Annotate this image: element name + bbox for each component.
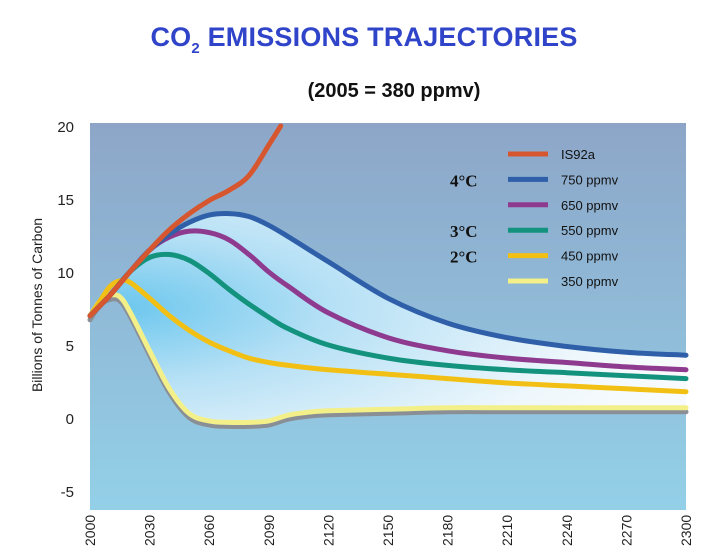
y-tick-label: 20 (57, 119, 74, 136)
series-line-350-ppmv (87, 292, 689, 426)
y-tick-label: 15 (57, 192, 74, 209)
y-tick-label: 10 (57, 265, 74, 282)
y-axis-label: Billions of Tonnes of Carbon (29, 218, 45, 392)
temperature-label: 4°C (450, 171, 478, 190)
x-tick-label: 2000 (82, 515, 98, 546)
legend-label: 450 ppmv (561, 249, 619, 264)
legend-label: 750 ppmv (561, 172, 619, 187)
y-tick-label: -5 (61, 484, 74, 501)
x-tick-label: 2090 (261, 515, 277, 546)
series-line-is92a (87, 123, 284, 319)
title-subscript: 2 (191, 40, 200, 57)
temperature-label: 2°C (450, 248, 478, 267)
x-tick-label: 2300 (678, 515, 694, 546)
chart-title: CO2 EMISSIONS TRAJECTORIES (0, 22, 728, 57)
legend-label: IS92a (561, 147, 596, 162)
legend-label: 350 ppmv (561, 274, 619, 289)
title-main: CO (150, 22, 192, 52)
y-tick-label: 0 (66, 411, 74, 428)
x-tick-label: 2030 (142, 515, 158, 546)
x-tick-label: 2060 (201, 515, 217, 546)
x-tick-label: 2240 (559, 515, 575, 546)
x-tick-label: 2270 (618, 515, 634, 546)
temperature-label: 3°C (450, 222, 478, 241)
legend-label: 650 ppmv (561, 198, 619, 213)
x-tick-label: 2180 (440, 515, 456, 546)
y-tick-label: 5 (66, 338, 74, 355)
title-rest: EMISSIONS TRAJECTORIES (199, 22, 578, 52)
x-tick-label: 2210 (499, 515, 515, 546)
x-tick-label: 2150 (380, 515, 396, 546)
series-line-550-ppmv (87, 251, 689, 382)
legend-label: 550 ppmv (561, 223, 619, 238)
x-tick-label: 2120 (320, 515, 336, 546)
chart-subtitle: (2005 = 380 ppmv) (307, 80, 481, 102)
